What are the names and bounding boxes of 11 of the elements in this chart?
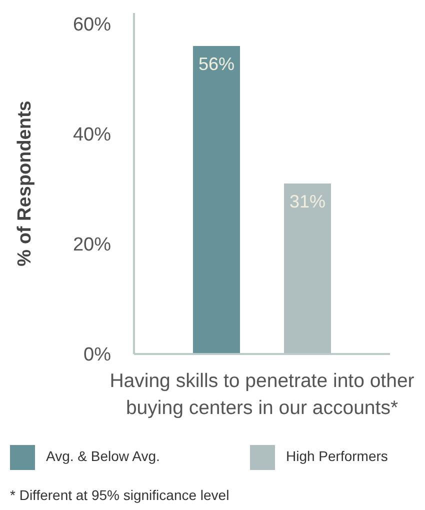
y-tick-label: 0% <box>84 344 112 366</box>
x-tick-label: Having skills to penetrate into other buying centers in our accounts* <box>110 370 415 419</box>
legend-label: Avg. & Below Avg. <box>46 448 160 464</box>
legend-label: High Performers <box>286 448 388 464</box>
y-axis-title: % of Respondents <box>14 100 36 266</box>
y-tick-label: 60% <box>72 14 112 36</box>
data-label: 31% <box>289 191 326 212</box>
text: * Different at 95% significance level <box>10 487 230 503</box>
data-label: 56% <box>198 54 235 74</box>
y-tick-label: 40% <box>72 124 112 146</box>
y-tick-label: 20% <box>72 234 112 256</box>
